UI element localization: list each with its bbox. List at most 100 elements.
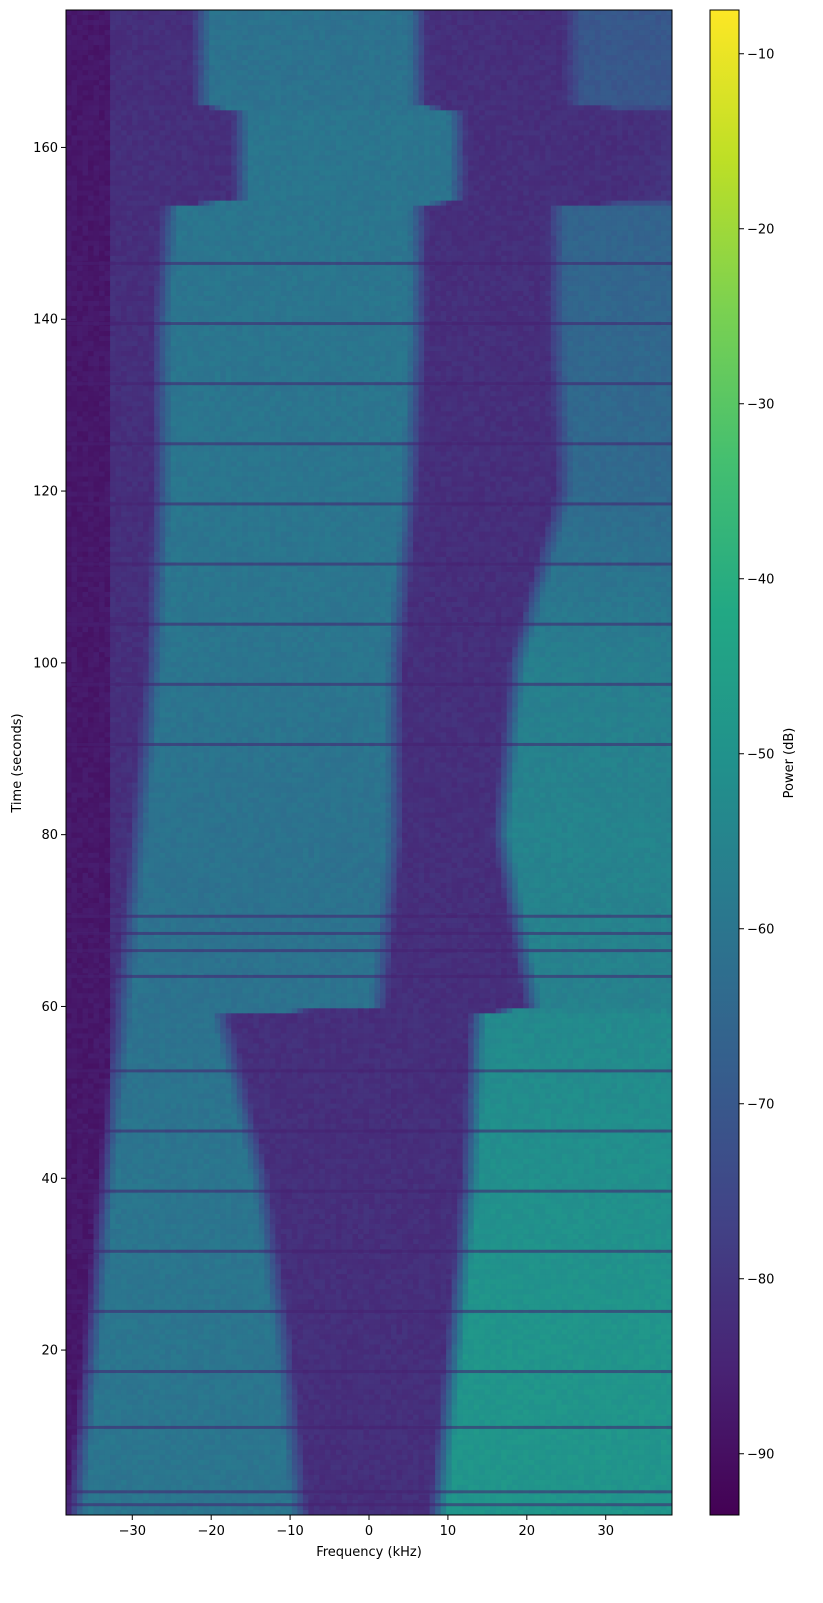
heatmap-cell <box>589 150 595 155</box>
heatmap-cell <box>430 15 436 20</box>
heatmap-cell <box>529 85 535 90</box>
heatmap-cell <box>215 70 221 75</box>
heatmap-cell <box>314 135 320 140</box>
heatmap-cell <box>193 140 199 145</box>
heatmap-cell <box>127 80 133 85</box>
heatmap-cell <box>264 100 270 105</box>
heatmap-cell <box>336 25 342 30</box>
heatmap-cell <box>397 90 403 95</box>
heatmap-cell <box>303 55 309 60</box>
heatmap-cell <box>430 166 436 171</box>
heatmap-cell <box>628 20 634 25</box>
heatmap-cell <box>341 176 347 181</box>
heatmap-cell <box>127 176 133 181</box>
heatmap-cell <box>193 191 199 196</box>
heatmap-cell <box>347 90 353 95</box>
heatmap-cell <box>441 85 447 90</box>
heatmap-cell <box>556 186 562 191</box>
heatmap-cell <box>655 100 661 105</box>
heatmap-cell <box>121 140 127 145</box>
heatmap-cell <box>501 135 507 140</box>
heatmap-cell <box>138 25 144 30</box>
heatmap-cell <box>275 95 281 100</box>
heatmap-cell <box>496 85 502 90</box>
heatmap-cell <box>347 95 353 100</box>
heatmap-cell <box>617 20 623 25</box>
heatmap-cell <box>209 85 215 90</box>
heatmap-cell <box>341 161 347 166</box>
heatmap-cell <box>341 45 347 50</box>
heatmap-cell <box>116 196 122 201</box>
heatmap-cell <box>391 140 397 145</box>
heatmap-cell <box>380 70 386 75</box>
heatmap-cell <box>419 85 425 90</box>
heatmap-cell <box>193 90 199 95</box>
heatmap-cell <box>540 70 546 75</box>
heatmap-cell <box>347 196 353 201</box>
heatmap-cell <box>149 186 155 191</box>
heatmap-cell <box>160 25 166 30</box>
heatmap-cell <box>628 135 634 140</box>
heatmap-cell <box>314 181 320 186</box>
heatmap-cell <box>479 105 485 110</box>
heatmap-cell <box>545 75 551 80</box>
heatmap-cell <box>171 45 177 50</box>
heatmap-cell <box>204 105 210 110</box>
heatmap-cell <box>518 191 524 196</box>
heatmap-cell <box>138 155 144 160</box>
heatmap-cell <box>556 181 562 186</box>
heatmap-cell <box>380 10 386 15</box>
heatmap-cell <box>352 75 358 80</box>
heatmap-cell <box>171 176 177 181</box>
heatmap-cell <box>644 150 650 155</box>
heatmap-cell <box>237 145 243 150</box>
heatmap-cell <box>463 191 469 196</box>
heatmap-cell <box>187 10 193 15</box>
heatmap-cell <box>242 55 248 60</box>
heatmap-cell <box>72 80 78 85</box>
heatmap-cell <box>584 50 590 55</box>
heatmap-cell <box>419 105 425 110</box>
heatmap-cell <box>187 90 193 95</box>
heatmap-cell <box>529 35 535 40</box>
heatmap-cell <box>308 40 314 45</box>
heatmap-cell <box>160 166 166 171</box>
heatmap-cell <box>286 150 292 155</box>
heatmap-cell <box>457 55 463 60</box>
heatmap-cell <box>402 166 408 171</box>
heatmap-cell <box>121 30 127 35</box>
heatmap-cell <box>297 181 303 186</box>
heatmap-cell <box>292 115 298 120</box>
heatmap-cell <box>347 161 353 166</box>
heatmap-cell <box>336 191 342 196</box>
heatmap-cell <box>628 171 634 176</box>
heatmap-cell <box>303 125 309 130</box>
heatmap-cell <box>94 161 100 166</box>
heatmap-cell <box>264 115 270 120</box>
heatmap-cell <box>242 110 248 115</box>
heatmap-cell <box>507 155 513 160</box>
heatmap-cell <box>413 55 419 60</box>
heatmap-cell <box>386 65 392 70</box>
heatmap-cell <box>512 120 518 125</box>
heatmap-cell <box>231 20 237 25</box>
heatmap-cell <box>132 105 138 110</box>
heatmap-cell <box>485 35 491 40</box>
heatmap-cell <box>160 45 166 50</box>
heatmap-cell <box>540 90 546 95</box>
heatmap-cell <box>584 125 590 130</box>
heatmap-cell <box>154 110 160 115</box>
heatmap-cell <box>562 45 568 50</box>
heatmap-cell <box>595 55 601 60</box>
heatmap-cell <box>193 25 199 30</box>
heatmap-cell <box>600 75 606 80</box>
heatmap-cell <box>77 30 83 35</box>
heatmap-cell <box>463 60 469 65</box>
heatmap-cell <box>606 171 612 176</box>
heatmap-cell <box>578 50 584 55</box>
heatmap-cell <box>633 20 639 25</box>
heatmap-cell <box>149 135 155 140</box>
heatmap-cell <box>650 130 656 135</box>
heatmap-cell <box>264 40 270 45</box>
heatmap-cell <box>127 181 133 186</box>
